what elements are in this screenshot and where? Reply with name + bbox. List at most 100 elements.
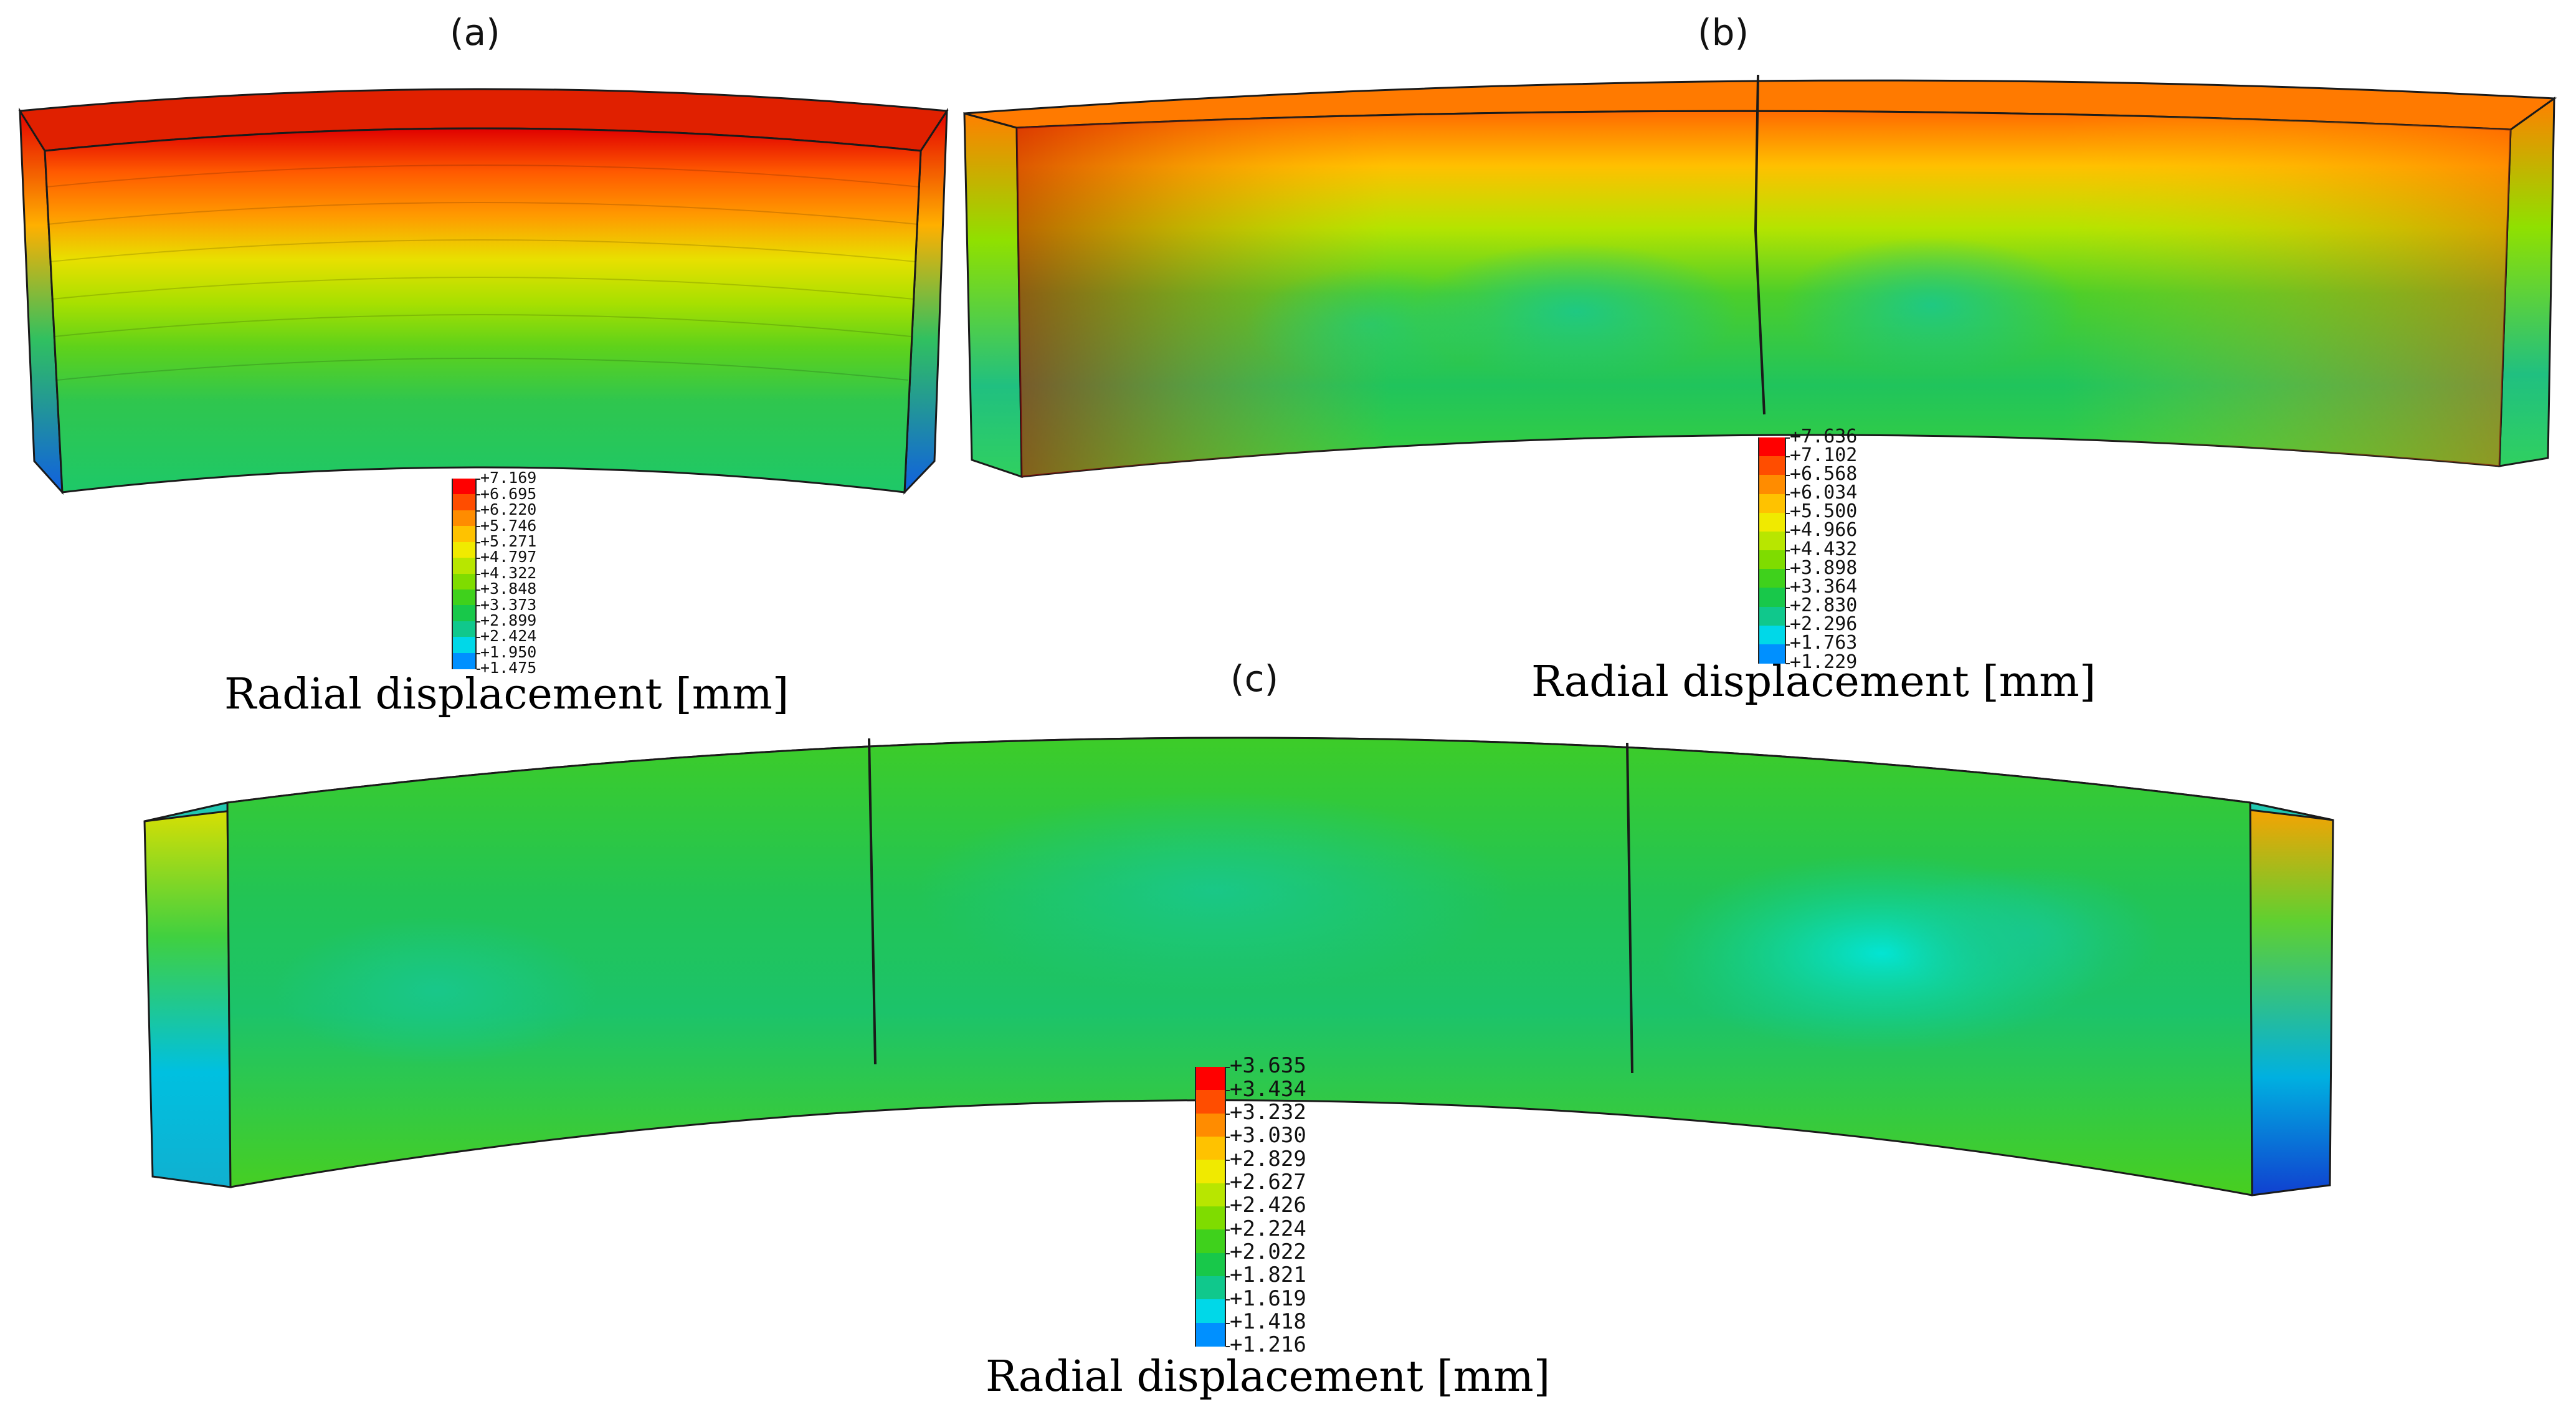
panel-c-segment-joint-left	[868, 738, 877, 1065]
legend-tick-label: +5.500	[1790, 500, 1858, 523]
legend-color-band	[1195, 1253, 1226, 1277]
legend-color-band	[1758, 569, 1786, 589]
legend-tick-mark	[477, 510, 480, 512]
legend-color-band	[452, 573, 477, 590]
legend-tick-label: +6.568	[1790, 462, 1858, 485]
legend-color-band	[1758, 512, 1786, 532]
legend-tick-label: +1.475	[480, 659, 537, 677]
legend-tick-mark	[1786, 531, 1790, 533]
panel-c-left-end-face	[143, 801, 232, 1188]
legend-tick-mark	[477, 526, 480, 528]
panel-b-segment-joint	[1754, 74, 1766, 415]
legend-tick-label: +1.821	[1230, 1262, 1306, 1288]
legend-tick-label: +1.418	[1230, 1309, 1306, 1334]
legend-tick-label: +1.950	[480, 642, 537, 661]
legend-color-band	[1195, 1160, 1226, 1184]
legend-tick-mark	[1226, 1183, 1230, 1185]
legend-color-band	[452, 589, 477, 606]
legend-tick-label: +1.619	[1230, 1286, 1306, 1311]
panel-b-left-end-face	[963, 112, 1023, 479]
legend-color-band	[1195, 1276, 1226, 1300]
legend-tick-label: +2.296	[1790, 613, 1858, 636]
legend-color-band	[1758, 531, 1786, 551]
legend-color-band	[1758, 475, 1786, 495]
legend-color-band	[1195, 1067, 1226, 1091]
legend-color-band	[1195, 1090, 1226, 1114]
legend-color-band	[1195, 1183, 1226, 1207]
legend-tick-mark	[1226, 1276, 1230, 1277]
legend-tick-mark	[1226, 1067, 1230, 1068]
legend-tick-label: +7.636	[1790, 425, 1858, 447]
legend-color-band	[1195, 1137, 1226, 1161]
legend-tick-mark	[1786, 644, 1790, 646]
legend-tick-label: +4.432	[1790, 538, 1858, 560]
legend-tick-label: +7.102	[1790, 444, 1858, 466]
legend-color-band	[1758, 625, 1786, 645]
legend-color-band	[1195, 1229, 1226, 1254]
legend-tick-mark	[1786, 606, 1790, 608]
legend-tick-label: +2.829	[1230, 1146, 1306, 1171]
legend-tick-mark	[1226, 1160, 1230, 1162]
legend-tick-label: +3.030	[1230, 1123, 1306, 1148]
legend-color-band	[452, 479, 477, 495]
legend-tick-mark	[1786, 569, 1790, 571]
legend-color-band	[1195, 1206, 1226, 1231]
legend-tick-label: +3.635	[1230, 1053, 1306, 1079]
legend-color-band	[1195, 1299, 1226, 1324]
legend-color-band	[452, 542, 477, 559]
panel-c-legend-title: Radial displacement [mm]	[986, 1352, 1551, 1401]
legend-color-band	[452, 605, 477, 622]
panel-c-label: (c)	[1230, 657, 1279, 700]
legend-color-band	[1195, 1322, 1226, 1347]
legend-tick-label: +2.022	[1230, 1239, 1306, 1264]
legend-tick-label: +4.966	[1790, 519, 1858, 542]
legend-tick-label: +1.229	[1790, 651, 1858, 673]
legend-color-band	[1758, 644, 1786, 664]
legend-tick-label: +1.216	[1230, 1332, 1306, 1358]
legend-tick-mark	[1226, 1090, 1230, 1092]
legend-tick-mark	[477, 589, 480, 591]
legend-tick-label: +3.364	[1790, 575, 1858, 598]
legend-color-band	[1758, 550, 1786, 570]
legend-tick-label: +2.424	[480, 627, 537, 646]
legend-color-band	[1195, 1113, 1226, 1137]
legend-tick-label: +5.746	[480, 516, 537, 535]
panel-a-model	[18, 88, 949, 495]
legend-tick-mark	[1786, 437, 1790, 439]
legend-color-band	[452, 652, 477, 669]
legend-color-band	[1758, 494, 1786, 513]
panel-a-legend-title: Radial displacement [mm]	[224, 670, 789, 719]
legend-tick-label: +6.695	[480, 484, 537, 503]
legend-tick-mark	[477, 494, 480, 496]
legend-tick-label: +4.797	[480, 548, 537, 566]
legend-tick-label: +2.224	[1230, 1216, 1306, 1241]
legend-tick-mark	[477, 669, 480, 670]
panel-c-model	[143, 737, 2334, 1196]
legend-color-band	[452, 510, 477, 527]
legend-tick-label: +7.169	[480, 469, 537, 487]
legend-color-band	[1758, 456, 1786, 476]
legend-tick-mark	[477, 652, 480, 654]
panel-b-label: (b)	[1698, 11, 1749, 54]
legend-tick-label: +2.627	[1230, 1169, 1306, 1195]
legend-tick-mark	[1786, 625, 1790, 627]
legend-tick-mark	[1786, 475, 1790, 477]
legend-tick-label: +2.899	[480, 611, 537, 629]
legend-color-band	[452, 621, 477, 638]
legend-tick-mark	[1786, 550, 1790, 551]
legend-tick-mark	[1226, 1229, 1230, 1231]
legend-color-band	[452, 526, 477, 543]
panel-b-model	[963, 74, 2557, 479]
legend-tick-label: +3.232	[1230, 1099, 1306, 1125]
legend-tick-mark	[1226, 1322, 1230, 1324]
legend-color-band	[1758, 606, 1786, 626]
legend-tick-mark	[1786, 663, 1790, 664]
legend-color-band	[452, 637, 477, 654]
legend-tick-label: +6.220	[480, 500, 537, 519]
panel-c-right-end-face	[2249, 801, 2334, 1196]
legend-tick-mark	[1786, 456, 1790, 458]
legend-tick-label: +3.434	[1230, 1076, 1306, 1102]
legend-tick-label: +5.271	[480, 532, 537, 550]
panel-a-front-face	[44, 127, 922, 494]
legend-color-band	[452, 494, 477, 511]
